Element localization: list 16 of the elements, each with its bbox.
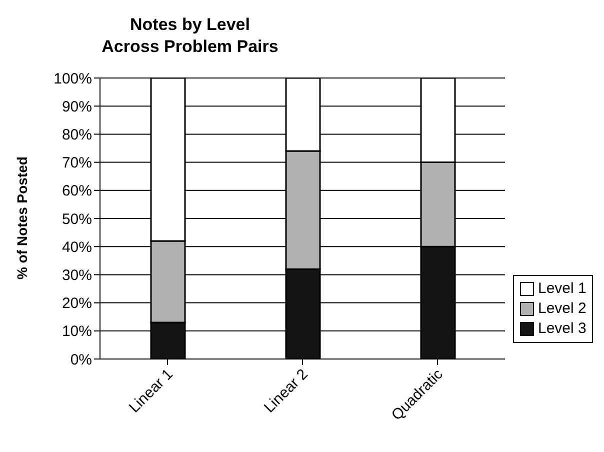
y-tick-label: 10%	[62, 323, 92, 340]
legend-label: Level 2	[537, 299, 586, 319]
y-tick-label: 60%	[62, 182, 92, 200]
y-tick-label: 90%	[62, 98, 92, 116]
chart-title: Notes by Level Across Problem Pairs	[100, 14, 280, 58]
y-tick-label: 0%	[70, 351, 92, 368]
y-tick-label: 80%	[62, 126, 92, 144]
y-tick-label: 30%	[62, 267, 92, 284]
y-tick-label: 100%	[54, 70, 92, 88]
y-tick-label: 40%	[62, 238, 92, 256]
y-tick-label: 70%	[62, 154, 92, 172]
y-axis-title: % of Notes Posted	[14, 156, 30, 280]
legend-label: Level 1	[537, 279, 586, 299]
y-tick-label: 50%	[62, 210, 92, 228]
legend-label: Level 3	[537, 319, 586, 339]
y-tick-label: 20%	[62, 295, 92, 312]
